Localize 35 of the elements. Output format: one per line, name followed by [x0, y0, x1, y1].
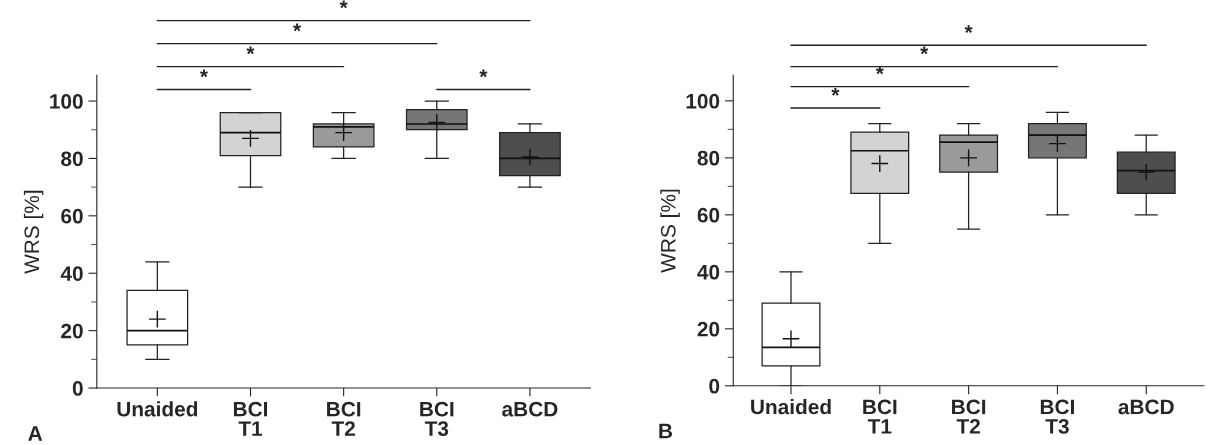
x-tick-label: BCI T1: [233, 401, 268, 436]
text: *: [339, 0, 348, 9]
y-tick-label: 40: [60, 266, 83, 281]
text: A: [28, 426, 43, 441]
text: B: [659, 423, 673, 439]
y-tick-label: 80: [61, 151, 83, 167]
y-tick-label: 0: [709, 378, 720, 394]
y-tick-label: 20: [61, 323, 83, 339]
x-tick-label: BCI T3: [1040, 399, 1074, 434]
y-tick-label: 60: [697, 207, 720, 223]
text: *: [920, 46, 929, 55]
x-tick-label: aBCD: [1118, 399, 1174, 415]
text: *: [246, 46, 255, 55]
y-tick-label: 80: [697, 150, 720, 166]
x-tick-label: Unaided: [751, 399, 831, 415]
x-tick-label: aBCD: [502, 401, 558, 417]
y-tick-label: 100: [686, 93, 720, 109]
y-tick-label: 0: [72, 381, 83, 396]
annotation: *: [199, 69, 208, 78]
x-tick-label: BCI T2: [952, 399, 986, 434]
y-tick-label: 20: [697, 321, 720, 337]
y-axis-title: WRS [%]: [23, 190, 44, 274]
x-tick-label: BCI T3: [420, 401, 454, 436]
x-tick-label: BCI T1: [863, 399, 897, 434]
text: *: [293, 23, 302, 32]
annotation: *: [831, 87, 840, 96]
text: *: [875, 66, 884, 75]
text: *: [964, 25, 973, 33]
y-tick-label: 40: [697, 264, 720, 280]
annotation: *: [479, 69, 488, 78]
x-tick-label: BCI T2: [327, 401, 361, 436]
y-tick-label: 100: [50, 94, 83, 109]
y-tick-label: 60: [61, 208, 83, 224]
x-tick-label: Unaided: [117, 401, 198, 417]
y-axis-title: WRS [%]: [660, 189, 680, 273]
